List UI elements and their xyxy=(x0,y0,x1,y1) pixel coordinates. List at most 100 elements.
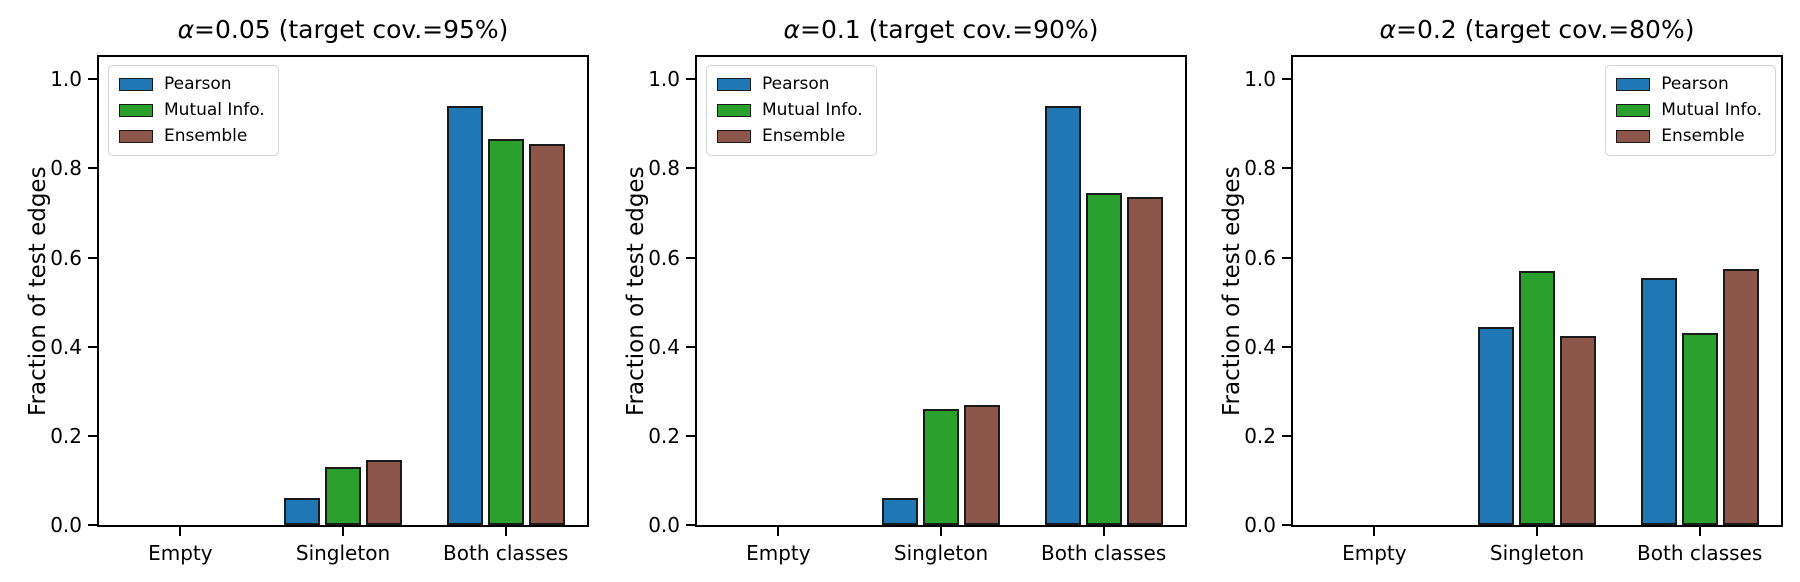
plot-area: α=0.1 (target cov.=90%) Fraction of test… xyxy=(623,15,1187,565)
legend-label: Ensemble xyxy=(1661,126,1745,146)
alpha-symbol: α xyxy=(1379,15,1396,44)
y-tick-mark xyxy=(88,524,97,526)
legend-swatch-icon xyxy=(119,130,153,143)
legend-swatch-icon xyxy=(119,78,153,91)
bar-mutual-info-singleton xyxy=(1519,270,1555,525)
legend-label: Mutual Info. xyxy=(164,100,265,120)
legend-item-pearson: Pearson xyxy=(1616,74,1762,95)
legend-item-pearson: Pearson xyxy=(717,74,863,95)
x-tick-mark xyxy=(179,527,182,536)
x-tick-label: Empty xyxy=(746,541,811,565)
bar-pearson-both-classes xyxy=(1640,277,1677,525)
bar-mutual-info-singleton xyxy=(923,409,959,525)
subplot-title: α=0.2 (target cov.=80%) xyxy=(1233,15,1800,44)
y-tick-label: 0.4 xyxy=(1244,334,1276,359)
legend-label: Pearson xyxy=(1661,74,1729,94)
y-tick-mark xyxy=(88,256,97,259)
y-tick-mark xyxy=(686,434,695,437)
legend-label: Mutual Info. xyxy=(762,100,863,120)
y-tick-label: 0.6 xyxy=(1244,245,1276,270)
legend-item-ensemble: Ensemble xyxy=(1616,126,1762,147)
y-tick-mark xyxy=(88,167,97,170)
x-tick-mark xyxy=(940,527,942,536)
legend-swatch-icon xyxy=(1616,130,1651,143)
x-tick-mark xyxy=(777,527,780,536)
legend-label: Ensemble xyxy=(164,126,248,146)
legend-swatch-icon xyxy=(717,104,751,117)
legend-swatch-icon xyxy=(717,78,751,91)
legend-item-pearson: Pearson xyxy=(119,74,265,95)
y-tick-label: 0.4 xyxy=(648,334,680,359)
y-tick-label: 0.8 xyxy=(648,156,680,181)
y-tick-label: 0.0 xyxy=(1244,513,1276,537)
y-tick-mark xyxy=(1282,434,1291,437)
y-tick-label: 0.6 xyxy=(50,245,82,270)
bar-ensemble-singleton xyxy=(366,460,402,525)
y-tick-label: 1.0 xyxy=(1244,67,1276,92)
bar-ensemble-both-classes xyxy=(1126,197,1163,525)
x-tick-label: Singleton xyxy=(893,541,989,565)
bar-pearson-singleton xyxy=(1478,326,1514,525)
subplot-title: α=0.05 (target cov.=95%) xyxy=(39,15,647,44)
x-tick-label: Both classes xyxy=(1637,541,1763,565)
y-tick-label: 0.6 xyxy=(648,245,680,270)
y-tick-mark xyxy=(1282,345,1291,348)
y-tick-mark xyxy=(686,78,695,81)
title-text: =0.1 (target cov.=90%) xyxy=(800,15,1099,44)
bar-mutual-info-both-classes xyxy=(1681,333,1718,525)
x-tick-mark xyxy=(1373,527,1376,536)
y-tick-label: 0.8 xyxy=(1244,156,1276,181)
y-tick-label: 0.0 xyxy=(50,513,82,537)
y-tick-mark xyxy=(88,434,97,437)
bar-ensemble-both-classes xyxy=(1722,268,1759,525)
legend: Pearson Mutual Info. Ensemble xyxy=(1605,65,1776,156)
legend-swatch-icon xyxy=(717,130,751,143)
title-text: =0.05 (target cov.=95%) xyxy=(194,15,509,44)
x-tick-label: Both classes xyxy=(443,541,569,565)
title-text: =0.2 (target cov.=80%) xyxy=(1396,15,1695,44)
x-tick-label: Both classes xyxy=(1041,541,1167,565)
x-tick-label: Singleton xyxy=(1489,541,1585,565)
x-tick-label: Empty xyxy=(148,541,213,565)
legend-swatch-icon xyxy=(1616,78,1651,91)
x-tick-mark xyxy=(504,527,507,536)
legend: Pearson Mutual Info. Ensemble xyxy=(706,65,877,156)
legend-item-ensemble: Ensemble xyxy=(717,126,863,147)
y-tick-label: 0.4 xyxy=(50,334,82,359)
y-tick-mark xyxy=(88,78,97,81)
x-tick-label: Empty xyxy=(1342,541,1407,565)
x-tick-mark xyxy=(1102,527,1105,536)
legend-item-mutual-info: Mutual Info. xyxy=(119,100,265,121)
y-tick-label: 0.2 xyxy=(648,423,680,448)
bar-ensemble-singleton xyxy=(964,404,1000,525)
y-tick-mark xyxy=(686,167,695,170)
subplot-title: α=0.1 (target cov.=90%) xyxy=(637,15,1245,44)
legend-label: Mutual Info. xyxy=(1661,100,1762,120)
y-axis-label: Fraction of test edges xyxy=(623,166,649,416)
y-tick-label: 1.0 xyxy=(648,67,680,92)
bar-ensemble-both-classes xyxy=(528,143,565,525)
y-tick-mark xyxy=(686,345,695,348)
y-tick-mark xyxy=(88,345,97,348)
bar-pearson-singleton xyxy=(284,498,320,525)
y-tick-mark xyxy=(1282,256,1291,259)
plot-area: α=0.05 (target cov.=95%) Fraction of tes… xyxy=(25,15,589,565)
y-tick-mark xyxy=(686,524,695,526)
plot-area: α=0.2 (target cov.=80%) Fraction of test… xyxy=(1219,15,1783,565)
legend-item-mutual-info: Mutual Info. xyxy=(717,100,863,121)
legend-swatch-icon xyxy=(1616,104,1651,117)
y-tick-mark xyxy=(686,256,695,259)
x-tick-mark xyxy=(1698,527,1701,536)
bar-ensemble-singleton xyxy=(1560,335,1596,525)
bar-mutual-info-singleton xyxy=(325,467,361,525)
x-tick-mark xyxy=(1536,527,1538,536)
y-tick-mark xyxy=(1282,167,1291,170)
y-tick-mark xyxy=(1282,78,1291,81)
legend-item-ensemble: Ensemble xyxy=(119,126,265,147)
bar-pearson-singleton xyxy=(882,498,918,525)
legend-label: Pearson xyxy=(762,74,830,94)
legend-swatch-icon xyxy=(119,104,153,117)
bar-mutual-info-both-classes xyxy=(487,139,524,525)
legend-item-mutual-info: Mutual Info. xyxy=(1616,100,1762,121)
